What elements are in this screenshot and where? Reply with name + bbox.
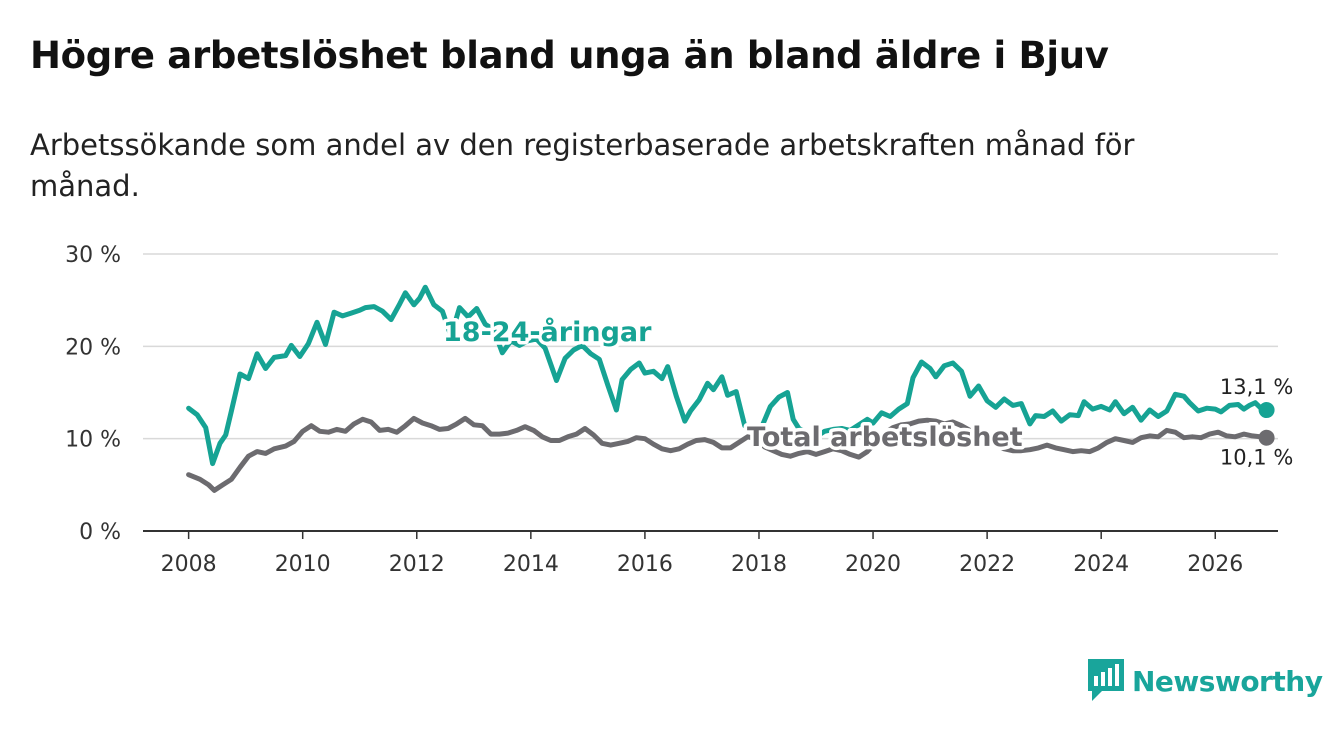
end-value-label: 13,1 % — [1220, 375, 1293, 399]
y-tick-label: 0 % — [79, 520, 121, 545]
x-tick-label: 2010 — [275, 552, 331, 577]
bar-chart-speech-icon — [1088, 659, 1124, 701]
series-label-total: Total arbetslöshet — [747, 422, 1023, 453]
x-tick-label: 2026 — [1187, 552, 1243, 577]
gridlines — [143, 253, 1278, 440]
series-labels: 13,1 % 10,1 % 18-24-åringar Total arbetslös… — [440, 313, 1294, 470]
series-lines — [186, 284, 1275, 493]
y-tick-label: 30 % — [65, 243, 121, 268]
series-line-youth — [186, 284, 1270, 467]
x-tick-label: 2024 — [1073, 552, 1129, 577]
x-tick-label: 2018 — [731, 552, 787, 577]
x-tick-label: 2008 — [161, 552, 217, 577]
x-tick-label: 2020 — [845, 552, 901, 577]
end-point-total — [1258, 429, 1275, 446]
x-axis: 2008 2010 2012 2014 2016 2018 2020 2022 2024 2026 — [143, 530, 1278, 577]
y-tick-label: 10 % — [65, 428, 121, 453]
chart-title: Högre arbetslöshet bland unga än bland ä… — [30, 34, 1109, 77]
end-value-label: 10,1 % — [1220, 446, 1293, 470]
end-point-youth — [1258, 402, 1275, 419]
y-tick-label: 20 % — [65, 335, 121, 360]
series-label-youth: 18-24-åringar — [443, 316, 652, 348]
x-tick-label: 2014 — [503, 552, 559, 577]
chart-subtitle: Arbetssökande som andel av den registerb… — [30, 128, 1135, 203]
x-tick-label: 2016 — [617, 552, 673, 577]
x-tick-label: 2012 — [389, 552, 445, 577]
series-line-total — [186, 415, 1270, 493]
newsworthy-logo: Newsworthy — [1088, 659, 1323, 703]
logo-text: Newsworthy — [1132, 664, 1323, 698]
x-tick-label: 2022 — [959, 552, 1015, 577]
y-axis-ticks: 0 % 10 % 20 % 30 % — [65, 243, 121, 545]
